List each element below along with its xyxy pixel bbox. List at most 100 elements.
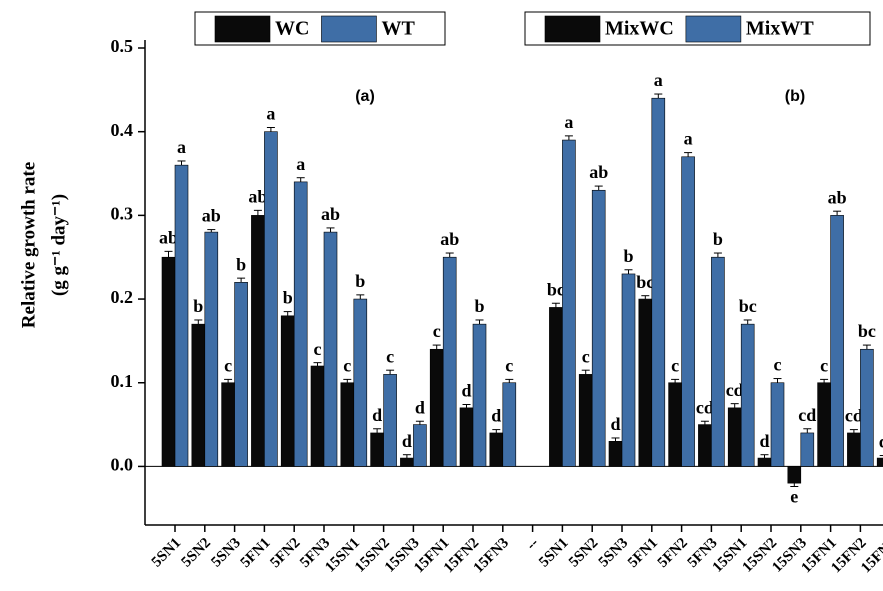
bar [860,348,874,467]
bar [668,382,682,467]
significance-letter: bc [739,296,757,316]
legend-label: MixWC [605,18,674,40]
bar [251,215,265,467]
bar [698,424,712,467]
significance-letter: a [296,154,305,174]
x-tick-label: 5SN2 [179,535,214,570]
bar [234,282,248,467]
legend-swatch [544,15,601,43]
significance-letter: ab [589,162,608,182]
x-tick-label: 5FN2 [267,535,303,571]
significance-letter: c [505,356,513,376]
bar [876,457,883,467]
bar [562,139,576,467]
significance-letter: a [684,129,693,149]
bar [787,466,802,484]
significance-letter: cd [696,397,714,417]
significance-letter: c [386,346,394,366]
x-tick-label: 5SN2 [566,535,601,570]
significance-letter: bc [636,272,654,292]
y-tick-label: 0.5 [111,36,134,56]
bar [727,407,742,467]
significance-letter: b [193,296,203,316]
bar [340,382,355,467]
significance-letter: c [774,355,782,375]
legend-label: WT [381,18,415,40]
significance-letter: b [474,296,484,316]
significance-letter: c [343,356,351,376]
y-axis-label: Relative growth rate [18,162,39,328]
bar [621,273,636,467]
bar [459,407,474,467]
significance-letter: a [266,104,275,124]
bar [489,432,504,467]
significance-letter: d [372,405,382,425]
significance-letter: cd [845,406,863,426]
significance-letter: b [713,229,723,249]
bar [413,424,427,467]
x-tick-label: -- [523,535,541,553]
bar [800,432,815,467]
significance-letter: d [415,397,425,417]
panel-label: (b) [785,88,805,105]
significance-letter: b [623,246,633,266]
significance-letter: a [654,70,663,90]
significance-letter: bc [547,279,565,299]
significance-letter: d [402,431,412,451]
bar [370,432,384,467]
bar [293,181,308,467]
bar [591,189,606,467]
y-tick-label: 0.2 [111,287,134,307]
bar [830,215,844,467]
bar [578,374,593,467]
significance-letter: b [355,271,365,291]
significance-letter: ab [321,204,340,224]
bar [681,156,695,467]
significance-letter: b [283,288,293,308]
significance-letter: ab [828,187,847,207]
significance-letter: cd [798,405,816,425]
bar [817,382,831,467]
significance-letter: ab [159,227,178,247]
significance-letter: bc [858,321,876,341]
x-tick-label: 5FN1 [238,535,274,571]
bar [757,457,772,467]
bar [353,298,368,467]
bar [280,315,295,467]
bar [651,97,666,467]
panel-label: (a) [355,88,375,105]
significance-letter: d [491,406,501,426]
bar [549,307,563,467]
x-tick-label: 5SN1 [536,535,571,570]
x-tick-label: 5FN2 [655,535,691,571]
bar [323,231,338,467]
bar [847,432,861,467]
significance-letter: d [610,414,620,434]
significance-letter: ab [440,229,459,249]
significance-letter: ab [202,206,221,226]
bar [711,256,725,467]
y-axis-label: (g g⁻¹ day⁻¹) [48,194,69,296]
significance-letter: d [461,381,471,401]
bar [161,256,176,467]
significance-letter: ab [248,186,267,206]
x-tick-label: 5FN1 [625,535,661,571]
significance-letter: c [582,346,590,366]
significance-letter: b [236,254,246,274]
y-tick-label: 0.1 [111,371,134,391]
bar [383,374,397,467]
bar [264,131,278,467]
x-tick-label: 5SN1 [149,535,184,570]
significance-letter: c [671,356,679,376]
significance-letter: a [177,137,186,157]
bar [442,256,457,467]
y-tick-label: 0.0 [111,455,134,475]
bar [740,323,755,467]
bar [174,164,189,467]
bar [472,323,487,467]
bar [502,382,517,467]
bar [204,231,219,467]
significance-letter: c [433,321,441,341]
legend-swatch [321,15,377,43]
